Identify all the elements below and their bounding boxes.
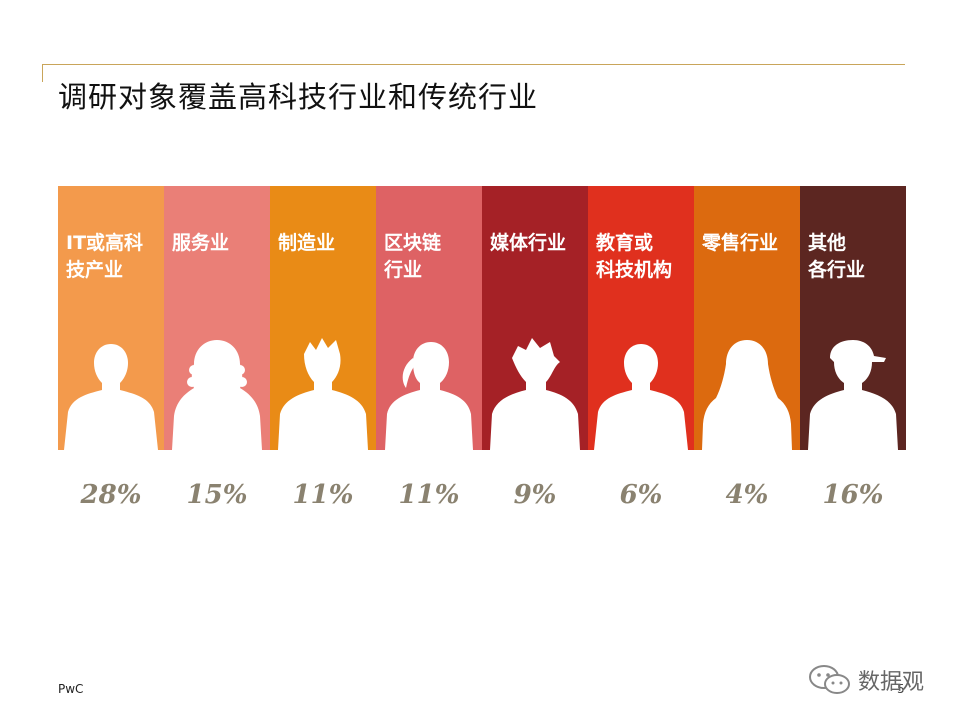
- footer-brand: PwC: [58, 682, 84, 696]
- percent-value: 15%: [186, 480, 248, 510]
- industry-label: 零售行业: [702, 232, 779, 254]
- percent-value: 16%: [822, 480, 884, 510]
- percent-value: 11%: [398, 480, 460, 510]
- messy-hair-silhouette-icon: [490, 338, 580, 450]
- industry-label: 服务业: [172, 232, 230, 254]
- cap-wearing-silhouette-icon: [808, 340, 898, 450]
- ponytail-female-silhouette-icon: [385, 342, 473, 450]
- industry-panel: 媒体行业: [482, 186, 588, 450]
- industry-label: IT或高科 技产业: [66, 232, 144, 281]
- header-rule: [42, 64, 905, 65]
- percent-value: 11%: [292, 480, 354, 510]
- long-hair-female-silhouette-icon: [702, 340, 792, 450]
- percent-value: 28%: [80, 480, 142, 510]
- industry-panel: 零售行业: [694, 186, 800, 450]
- spiky-hair-silhouette-icon: [278, 338, 368, 450]
- percent-value: 6%: [619, 480, 663, 510]
- curly-hair-female-silhouette-icon: [172, 340, 262, 450]
- industry-panel: IT或高科 技产业: [58, 186, 164, 450]
- male-silhouette-icon: [594, 344, 688, 450]
- header-rule-tick: [42, 64, 43, 82]
- wechat-icon: [809, 665, 850, 694]
- male-silhouette-icon: [64, 344, 158, 450]
- percent-value: 4%: [725, 480, 769, 510]
- industry-label: 区块链 行业: [384, 232, 442, 281]
- percent-value: 9%: [513, 480, 557, 510]
- page-number: 5: [897, 682, 905, 696]
- industry-label: 媒体行业: [490, 232, 567, 254]
- industry-panel: 教育或 科技机构: [588, 186, 694, 450]
- industry-panel: 区块链 行业: [376, 186, 482, 450]
- slide-title: 调研对象覆盖高科技行业和传统行业: [58, 80, 539, 114]
- industry-label: 教育或 科技机构: [596, 232, 673, 281]
- industry-panel: 其他 各行业: [800, 186, 906, 450]
- industry-label: 制造业: [278, 232, 336, 254]
- watermark: 数据观: [808, 664, 924, 696]
- industry-panel: 制造业: [270, 186, 376, 450]
- watermark-text: 数据观: [858, 670, 925, 695]
- industry-label: 其他 各行业: [808, 232, 866, 281]
- industry-panel: 服务业: [164, 186, 270, 450]
- industry-panels: IT或高科 技产业 服务业 制造业 区块链 行业 媒体行业 教育或 科技机构 零售行业 其他 …: [58, 186, 906, 450]
- percent-row: 28% 15% 11% 11% 9% 6% 4% 16%: [58, 480, 906, 510]
